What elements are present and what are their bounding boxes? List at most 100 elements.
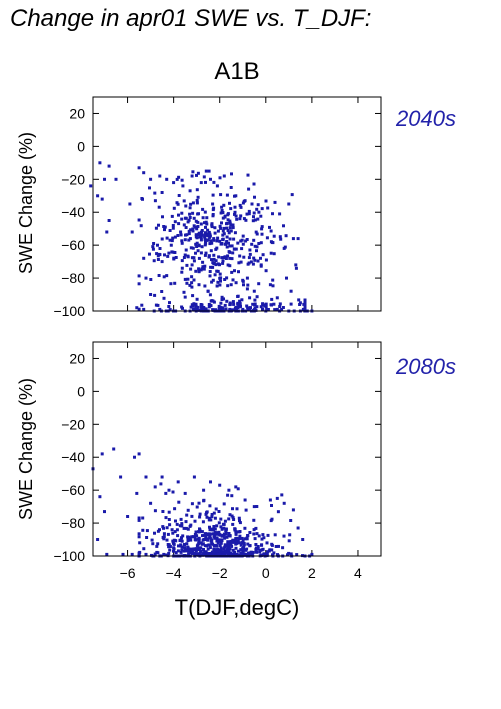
scatter-point — [224, 241, 228, 245]
scatter-point — [179, 233, 183, 237]
scatter-point — [213, 531, 217, 534]
scatter-point — [207, 518, 211, 522]
scatter-point — [260, 537, 264, 541]
scatter-point — [212, 525, 216, 528]
scatter-point — [202, 551, 206, 555]
scatter-point — [180, 266, 184, 270]
scatter-point — [259, 305, 263, 309]
scatter-point — [239, 260, 243, 264]
scatter-point — [128, 202, 132, 206]
scatter-point — [141, 528, 145, 532]
scatter-point — [190, 514, 194, 518]
scatter-point — [190, 285, 194, 289]
scatter-point — [272, 252, 276, 256]
scatter-point — [266, 533, 270, 537]
scatter-point — [171, 531, 175, 535]
scatter-point — [202, 548, 205, 551]
scatter-point — [231, 251, 235, 255]
scatter-point — [270, 517, 274, 521]
scatter-point — [245, 287, 249, 291]
scatter-point — [195, 199, 199, 202]
scatter-point — [199, 236, 203, 239]
scatter-point — [194, 269, 198, 273]
scatter-point — [281, 306, 285, 309]
scatter-point — [252, 528, 256, 532]
scatter-point — [197, 553, 200, 557]
scatter-point — [223, 536, 227, 540]
scatter-point — [252, 532, 256, 536]
scatter-point — [197, 256, 201, 260]
scatter-point — [244, 218, 248, 222]
scatter-point — [260, 227, 264, 231]
scatter-point — [260, 543, 264, 547]
scatter-point — [259, 256, 262, 260]
scatter-point — [234, 546, 238, 550]
scatter-point — [296, 237, 300, 241]
scatter-point — [207, 532, 211, 536]
scatter-point — [197, 270, 201, 274]
scatter-point — [205, 515, 209, 519]
scatter-point — [162, 225, 166, 228]
scatter-point — [251, 262, 255, 266]
x-tick-label: 0 — [262, 565, 270, 581]
scatter-point — [227, 231, 231, 235]
scatter-point — [208, 232, 212, 236]
scatter-point — [204, 512, 208, 516]
scatter-point — [167, 510, 171, 514]
scatter-point — [239, 551, 243, 555]
scatter-point — [275, 296, 279, 300]
scatter-point — [107, 164, 111, 168]
scatter-point — [219, 193, 223, 197]
scatter-point — [239, 205, 243, 209]
scatter-point — [166, 254, 170, 258]
scatter-point — [172, 181, 176, 185]
scatter-point — [168, 229, 172, 232]
scatter-point — [213, 516, 217, 520]
scatter-point — [245, 238, 249, 241]
scatter-point — [126, 515, 130, 518]
scatter-point — [189, 228, 193, 232]
scatter-point — [167, 251, 171, 255]
y-axis-label: SWE Change (%) — [16, 132, 36, 274]
scatter-point — [273, 533, 277, 537]
scatter-point — [242, 255, 246, 259]
scatter-point — [219, 242, 223, 246]
scatter-point — [289, 289, 293, 293]
scatter-point — [212, 548, 216, 551]
x-tick-label: −2 — [212, 565, 228, 581]
scatter-point — [228, 221, 232, 225]
scatter-point — [216, 236, 220, 240]
scatter-point — [206, 289, 210, 293]
scatter-point — [158, 247, 162, 250]
scatter-point — [179, 517, 183, 521]
scatter-point — [248, 248, 252, 252]
scatter-point — [195, 534, 199, 538]
scatter-point — [270, 548, 274, 552]
scatter-point — [249, 306, 252, 310]
scatter-point — [259, 548, 263, 552]
scatter-point — [181, 184, 185, 188]
scatter-point — [269, 240, 273, 244]
scatter-point — [282, 534, 286, 538]
scatter-point — [162, 275, 166, 279]
scatter-point — [241, 278, 245, 282]
scatter-point — [207, 230, 211, 234]
scatter-point — [259, 241, 263, 245]
scatter-point — [225, 245, 229, 249]
scatter-point — [186, 546, 190, 550]
scatter-point — [190, 281, 194, 285]
scatter-point — [239, 214, 243, 218]
scatter-point — [205, 222, 209, 226]
scatter-point — [226, 263, 230, 267]
scatter-point — [195, 547, 199, 551]
scatter-point — [158, 174, 162, 178]
scatter-point — [210, 513, 214, 516]
scatter-point — [227, 532, 231, 535]
scatter-point — [226, 493, 230, 497]
scatter-point — [225, 193, 229, 197]
scatter-point — [153, 531, 156, 535]
scatter-point — [268, 283, 272, 287]
scatter-point — [284, 234, 288, 238]
scatter-point — [189, 246, 193, 250]
scatter-point — [245, 547, 249, 551]
